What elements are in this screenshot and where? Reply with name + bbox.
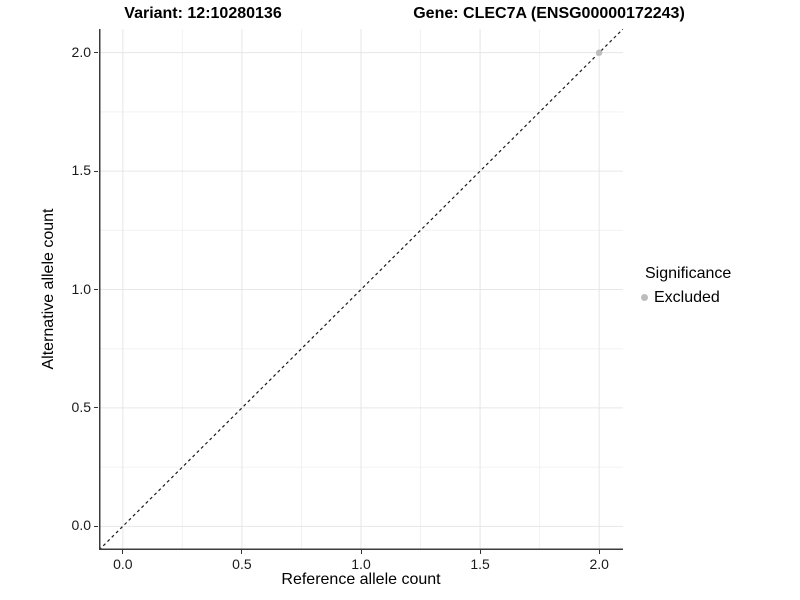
x-tick-mark [360,550,362,554]
legend-title: Significance [645,265,732,282]
legend-item-excluded: Excluded [641,289,731,306]
y-tick-label: 0.0 [71,517,91,534]
x-tick-label: 1.5 [470,556,490,572]
x-tick-mark [122,550,124,554]
y-tick-label: 2.0 [71,43,91,60]
y-tick-mark [94,289,98,290]
legend-point-icon [641,294,648,301]
gene-title: Gene: CLEC7A (ENSG00000172243) [413,5,685,22]
x-tick-label: 1.0 [351,556,371,572]
plot-canvas [99,29,623,550]
y-tick-mark [94,525,98,527]
x-tick-mark [479,550,481,554]
legend-item-label: Excluded [654,289,720,306]
y-tick-mark [94,52,98,54]
y-tick-label: 1.5 [71,162,91,179]
data-point [595,49,603,56]
y-tick-label: 1.0 [71,280,91,297]
plot-panel [99,29,623,550]
x-tick-label: 0.0 [113,556,133,572]
y-axis-title: Alternative allele count [40,208,57,370]
y-tick-label: 0.5 [71,398,91,415]
legend: Significance Excluded [638,264,731,306]
x-tick-label: 0.5 [232,556,252,572]
x-tick-mark [598,550,600,554]
x-axis-title: Reference allele count [281,571,441,588]
y-tick-mark [94,407,98,409]
variant-title: Variant: 12:10280136 [124,5,282,22]
x-tick-label: 2.0 [589,556,609,572]
y-tick-mark [94,170,98,172]
x-tick-mark [241,550,243,554]
